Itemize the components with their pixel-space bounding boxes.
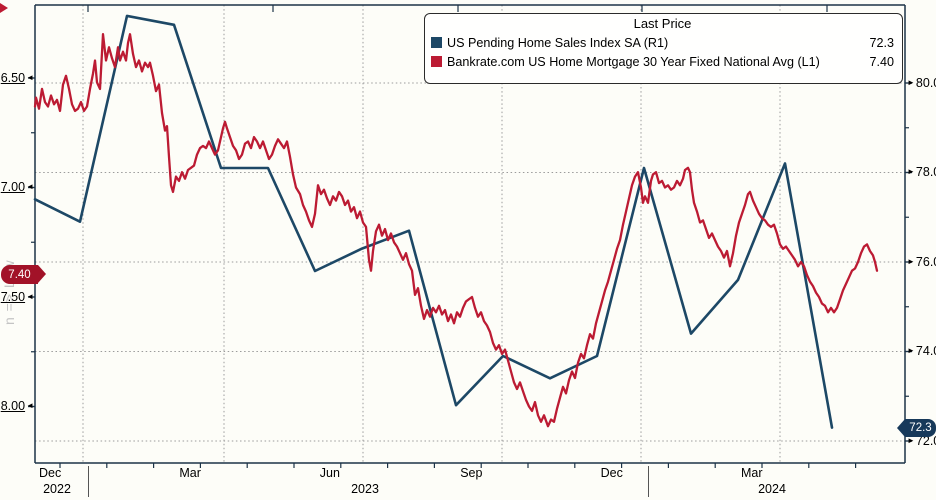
series-line-pending-home-sales [33,14,834,429]
x-axis-month-label: Sep [460,466,483,480]
left-axis-annotation: n => Low [1,259,17,325]
left-axis-tick-label: 8.00 ◄ [0,399,34,413]
right-axis-tick-label: ►72.0 [907,433,936,448]
last-price-badge-pending-sales: 72.3 [897,418,936,437]
legend-label: US Pending Home Sales Index SA (R1) [447,35,669,50]
legend-title: Last Price [633,16,692,31]
x-axis-month-label: Jun [319,466,340,480]
last-price-badge-mortgage: 7.40 [1,265,46,285]
year-separator [648,466,649,497]
right-axis-tick-label: ►78.0 [907,165,936,179]
out-of-range-marker-icon [0,3,8,13]
left-axis-tick-label: 6.50 ◄ [0,70,34,85]
right-axis-tick-label: ►80.0 [907,75,936,90]
legend-row-pending-home-sales: US Pending Home Sales Index SA (R1) 72.3 [431,33,894,52]
x-axis-month-label: Mar [741,466,763,480]
right-axis-tick-label: ►74.0 [907,344,936,358]
navy-series-swatch-icon [431,37,442,48]
series-line-mortgage-rate [33,33,879,428]
legend-last-price: 7.40 [869,54,894,69]
red-series-swatch-icon [431,56,442,67]
legend-row-mortgage-rate: Bankrate.com US Home Mortgage 30 Year Fi… [431,52,894,71]
x-axis-month-label: Mar [179,466,201,480]
legend-label: Bankrate.com US Home Mortgage 30 Year Fi… [447,54,820,69]
left-axis-tick-label: 7.50 ◄ [0,289,34,304]
x-axis-month-label: Dec [39,466,62,480]
right-axis-tick-label: ►76.0 [907,254,936,269]
chart-legend: Last Price US Pending Home Sales Index S… [424,13,903,84]
x-axis-month-label: Dec [600,466,623,480]
legend-last-price: 72.3 [869,35,894,50]
left-axis-tick-label: 7.00 ◄ [0,180,34,194]
x-axis-year-label: 2022 [43,482,71,496]
year-separator [88,466,89,497]
x-axis-year-label: 2023 [351,482,379,496]
x-axis-year-label: 2024 [758,482,786,496]
